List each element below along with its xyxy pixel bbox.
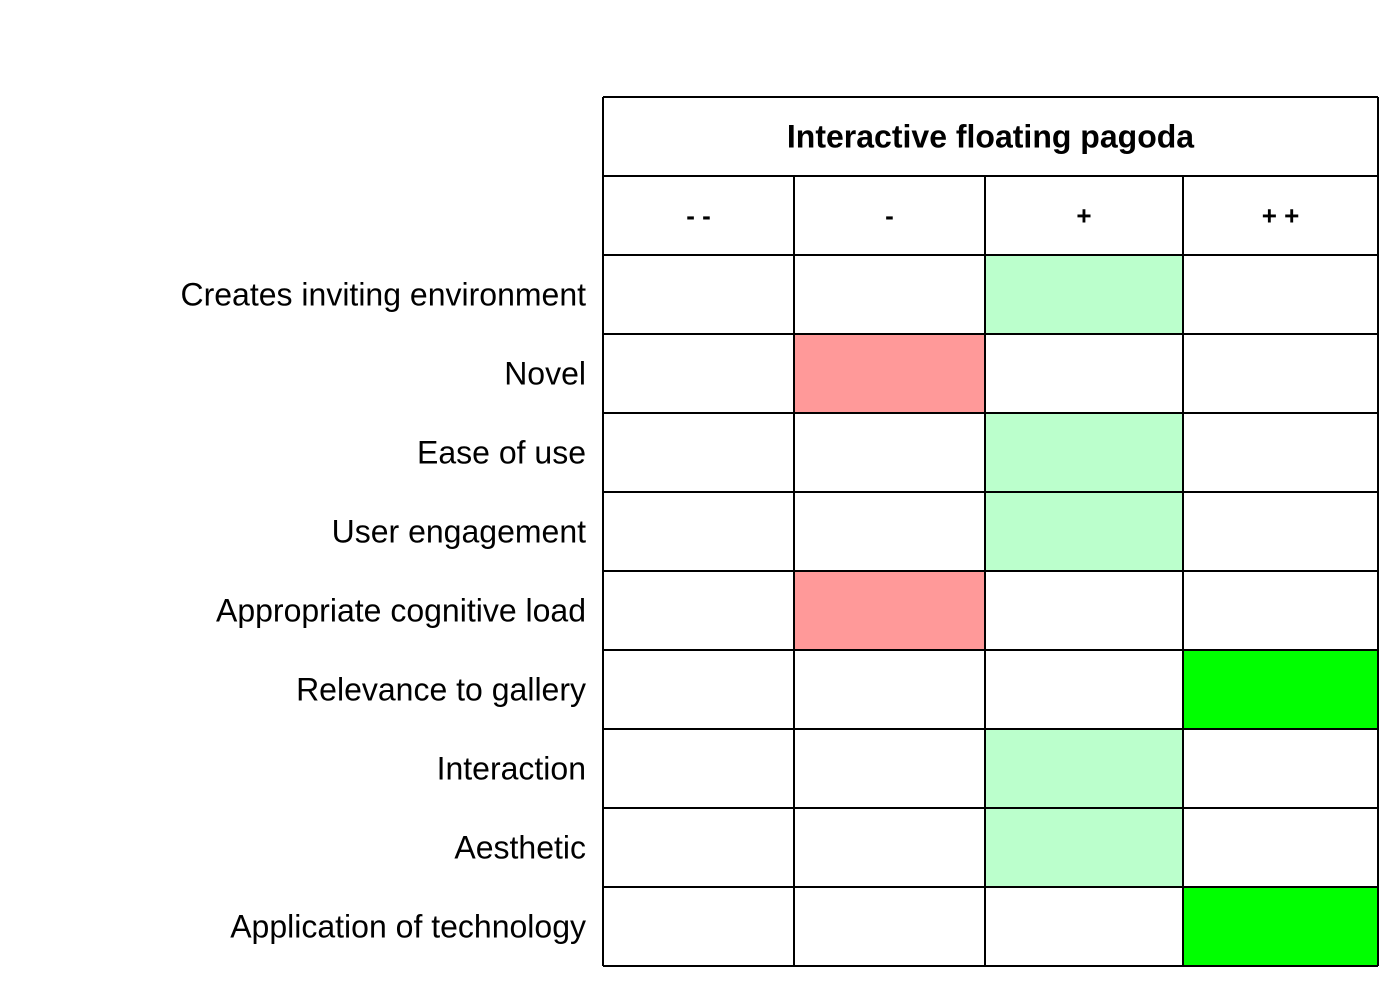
- rating-cell-empty: [1183, 255, 1378, 334]
- rating-cell-filled: [1183, 887, 1378, 966]
- column-header-positive: +: [1076, 201, 1091, 231]
- rating-cell-filled: [794, 334, 985, 413]
- rating-cell-empty: [603, 650, 794, 729]
- row-label-application-of-technology: Application of technology: [230, 909, 586, 945]
- rating-cell-empty: [1183, 413, 1378, 492]
- rating-cell-filled: [1183, 650, 1378, 729]
- row-label-relevance-to-gallery: Relevance to gallery: [296, 672, 586, 708]
- rating-cell-empty: [794, 413, 985, 492]
- rating-cell-empty: [603, 571, 794, 650]
- rating-cell-empty: [1183, 571, 1378, 650]
- rating-cell-filled: [985, 492, 1183, 571]
- rating-cell-empty: [794, 650, 985, 729]
- grid-lines: [602, 96, 1379, 967]
- row-label-interaction: Interaction: [437, 751, 586, 787]
- rating-cell-empty: [603, 808, 794, 887]
- row-label-appropriate-cognitive-load: Appropriate cognitive load: [216, 593, 586, 629]
- rating-cell-empty: [603, 492, 794, 571]
- rating-cells: [603, 255, 1378, 966]
- column-header-negative: -: [885, 201, 894, 231]
- column-header-very-positive: + +: [1262, 201, 1300, 231]
- chart-title: Interactive floating pagoda: [787, 119, 1194, 155]
- rating-cell-filled: [985, 413, 1183, 492]
- column-header-very-negative: - -: [686, 201, 711, 231]
- rating-cell-empty: [794, 492, 985, 571]
- rating-cell-empty: [1183, 492, 1378, 571]
- row-label-novel: Novel: [504, 356, 586, 392]
- rating-cell-empty: [985, 571, 1183, 650]
- rating-cell-filled: [985, 808, 1183, 887]
- rating-cell-empty: [1183, 334, 1378, 413]
- rating-cell-empty: [1183, 729, 1378, 808]
- rating-cell-empty: [985, 334, 1183, 413]
- rating-cell-empty: [794, 255, 985, 334]
- rating-cell-filled: [985, 255, 1183, 334]
- rating-cell-empty: [985, 887, 1183, 966]
- row-label-user-engagement: User engagement: [332, 514, 586, 550]
- row-labels: Creates inviting environment Novel Ease of…: [180, 277, 586, 945]
- row-label-ease-of-use: Ease of use: [417, 435, 586, 471]
- rating-cell-empty: [794, 808, 985, 887]
- row-label-creates-inviting-environment: Creates inviting environment: [180, 277, 586, 313]
- rating-cell-empty: [794, 887, 985, 966]
- rating-cell-filled: [985, 729, 1183, 808]
- rating-cell-empty: [1183, 808, 1378, 887]
- rating-cell-empty: [603, 729, 794, 808]
- rating-cell-empty: [603, 255, 794, 334]
- rating-cell-empty: [603, 887, 794, 966]
- row-label-aesthetic: Aesthetic: [454, 830, 586, 866]
- rating-cell-empty: [794, 729, 985, 808]
- column-labels: - - - + + +: [686, 201, 1299, 231]
- rating-cell-empty: [985, 650, 1183, 729]
- rating-cell-filled: [794, 571, 985, 650]
- rating-cell-empty: [603, 413, 794, 492]
- rating-cell-empty: [603, 334, 794, 413]
